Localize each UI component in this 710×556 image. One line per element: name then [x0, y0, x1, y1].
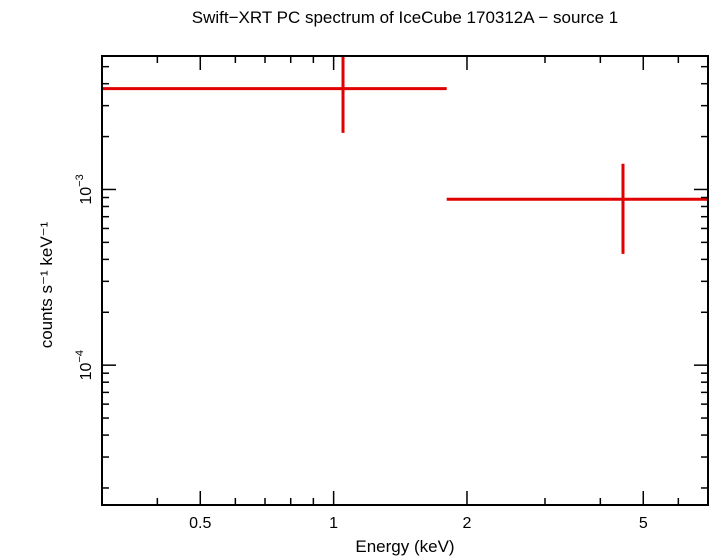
y-tick-label: 10−3 — [74, 174, 95, 204]
x-tick-labels: 0.5 1 2 5 — [189, 515, 648, 532]
plot-frame — [101, 55, 709, 506]
y-axis-label: counts s⁻¹ keV⁻¹ — [37, 221, 56, 348]
x-tick-label: 1 — [329, 515, 338, 532]
x-axis-label: Energy (keV) — [355, 537, 454, 556]
error-bars — [102, 56, 708, 254]
x-tick-label: 0.5 — [189, 515, 211, 532]
y-tick-labels: 10−3 10−4 — [74, 174, 95, 380]
x-tick-label: 2 — [463, 515, 472, 532]
chart-title: Swift−XRT PC spectrum of IceCube 170312A… — [192, 8, 619, 27]
x-tick-label: 5 — [639, 515, 648, 532]
axis-ticks — [102, 56, 708, 505]
y-tick-label: 10−4 — [74, 350, 95, 380]
